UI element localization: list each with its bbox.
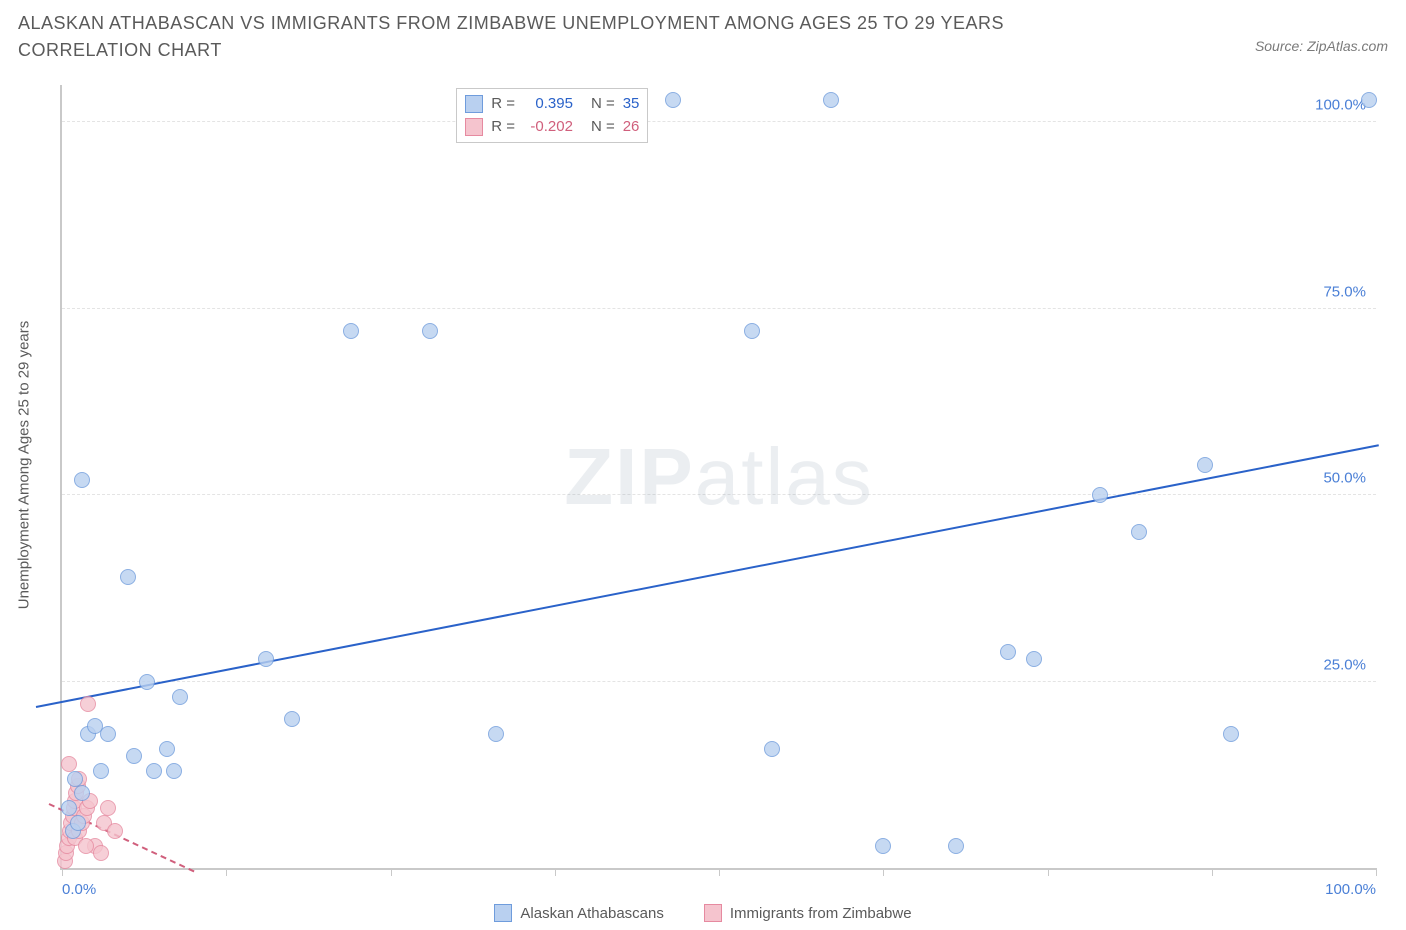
data-point-athabascan	[126, 748, 142, 764]
legend-r-value: -0.202	[523, 116, 573, 139]
legend-n-label: N =	[591, 116, 615, 139]
legend-swatch	[465, 118, 483, 136]
data-point-athabascan	[67, 771, 83, 787]
legend-r-label: R =	[491, 116, 515, 139]
legend-item: Immigrants from Zimbabwe	[704, 904, 912, 922]
data-point-athabascan	[1026, 651, 1042, 667]
ytick-label: 100.0%	[1315, 97, 1366, 114]
data-point-athabascan	[1197, 457, 1213, 473]
data-point-athabascan	[1361, 92, 1377, 108]
data-point-athabascan	[61, 800, 77, 816]
data-point-athabascan	[665, 92, 681, 108]
data-point-zimbabwe	[100, 800, 116, 816]
legend-stats-row: R = -0.202 N = 26	[465, 116, 639, 139]
ytick-label: 75.0%	[1323, 283, 1366, 300]
data-point-zimbabwe	[80, 696, 96, 712]
xtick-label-first: 0.0%	[62, 881, 96, 898]
data-point-athabascan	[1092, 487, 1108, 503]
legend-r-label: R =	[491, 93, 515, 116]
xtick	[1212, 868, 1213, 876]
data-point-athabascan	[172, 689, 188, 705]
data-point-athabascan	[74, 472, 90, 488]
legend-item: Alaskan Athabascans	[494, 904, 663, 922]
data-point-athabascan	[823, 92, 839, 108]
trend-line-athabascan	[35, 444, 1378, 708]
data-point-athabascan	[343, 323, 359, 339]
gridline	[62, 681, 1376, 682]
legend-r-value: 0.395	[523, 93, 573, 116]
xtick	[719, 868, 720, 876]
legend-stats: R = 0.395 N = 35 R = -0.202 N = 26	[456, 88, 648, 143]
chart-header: ALASKAN ATHABASCAN VS IMMIGRANTS FROM ZI…	[18, 10, 1388, 64]
legend-label: Alaskan Athabascans	[520, 905, 663, 922]
ytick-label: 25.0%	[1323, 656, 1366, 673]
gridline	[62, 121, 1376, 122]
ytick-label: 50.0%	[1323, 470, 1366, 487]
data-point-athabascan	[100, 726, 116, 742]
data-point-athabascan	[1000, 644, 1016, 660]
chart-title: ALASKAN ATHABASCAN VS IMMIGRANTS FROM ZI…	[18, 10, 1098, 64]
legend-n-label: N =	[591, 93, 615, 116]
data-point-athabascan	[948, 838, 964, 854]
data-point-athabascan	[258, 651, 274, 667]
legend-n-value: 26	[623, 116, 640, 139]
y-axis-label: Unemployment Among Ages 25 to 29 years	[16, 321, 33, 610]
data-point-zimbabwe	[93, 845, 109, 861]
xtick	[226, 868, 227, 876]
legend-swatch	[465, 95, 483, 113]
xtick	[1048, 868, 1049, 876]
data-point-athabascan	[139, 674, 155, 690]
gridline	[62, 494, 1376, 495]
legend-swatch	[494, 904, 512, 922]
legend-bottom: Alaskan Athabascans Immigrants from Zimba…	[0, 904, 1406, 922]
data-point-athabascan	[875, 838, 891, 854]
xtick	[883, 868, 884, 876]
plot-surface: 25.0%50.0%75.0%100.0%0.0%100.0%R =0.395N…	[62, 85, 1376, 868]
gridline	[62, 308, 1376, 309]
data-point-athabascan	[120, 569, 136, 585]
data-point-athabascan	[1131, 524, 1147, 540]
legend-swatch	[704, 904, 722, 922]
xtick	[62, 868, 63, 876]
data-point-athabascan	[93, 763, 109, 779]
data-point-athabascan	[74, 785, 90, 801]
xtick	[391, 868, 392, 876]
data-point-athabascan	[422, 323, 438, 339]
data-point-athabascan	[488, 726, 504, 742]
data-point-athabascan	[159, 741, 175, 757]
data-point-athabascan	[166, 763, 182, 779]
legend-label: Immigrants from Zimbabwe	[730, 905, 912, 922]
legend-n-value: 35	[623, 93, 640, 116]
data-point-zimbabwe	[78, 838, 94, 854]
data-point-athabascan	[1223, 726, 1239, 742]
data-point-athabascan	[744, 323, 760, 339]
chart-plot-area: 25.0%50.0%75.0%100.0%0.0%100.0%R =0.395N…	[60, 85, 1376, 870]
data-point-zimbabwe	[61, 756, 77, 772]
data-point-zimbabwe	[107, 823, 123, 839]
data-point-athabascan	[764, 741, 780, 757]
xtick	[1376, 868, 1377, 876]
data-point-athabascan	[284, 711, 300, 727]
xtick-label-last: 100.0%	[1325, 881, 1376, 898]
data-point-athabascan	[146, 763, 162, 779]
xtick	[555, 868, 556, 876]
source-attribution: Source: ZipAtlas.com	[1255, 38, 1388, 54]
data-point-athabascan	[70, 815, 86, 831]
legend-stats-row: R = 0.395 N = 35	[465, 93, 639, 116]
